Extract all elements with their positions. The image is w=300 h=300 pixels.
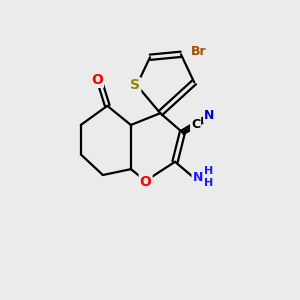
Text: H: H [204,178,214,188]
Text: N: N [193,171,203,184]
Text: O: O [91,73,103,87]
Text: H: H [204,167,214,176]
Text: C: C [191,118,200,131]
Text: Br: Br [191,45,206,58]
Text: S: S [130,78,140,92]
Text: N: N [204,110,214,122]
Text: O: O [140,175,152,188]
